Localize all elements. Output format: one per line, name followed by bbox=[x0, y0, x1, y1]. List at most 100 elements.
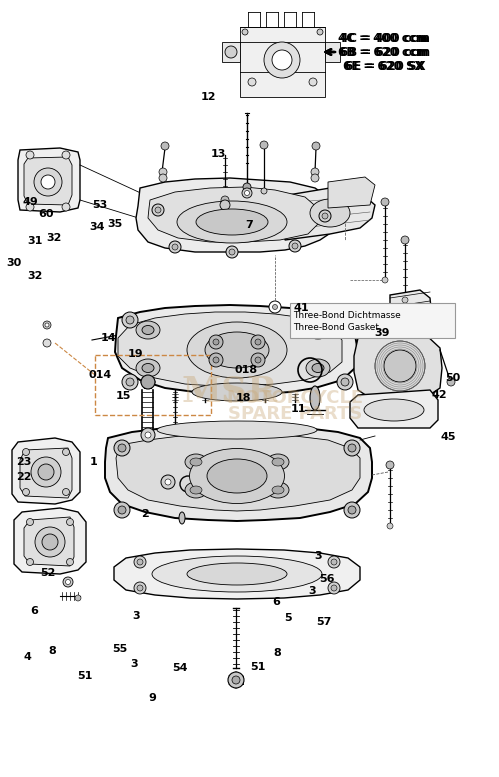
Circle shape bbox=[114, 440, 130, 456]
Text: 6E = 620 SX: 6E = 620 SX bbox=[345, 60, 426, 72]
Circle shape bbox=[317, 29, 323, 35]
Ellipse shape bbox=[312, 364, 324, 372]
Text: 13: 13 bbox=[211, 149, 226, 159]
Text: 8: 8 bbox=[273, 648, 281, 657]
Text: 3: 3 bbox=[130, 660, 138, 669]
Circle shape bbox=[272, 50, 292, 70]
Text: 56: 56 bbox=[319, 574, 335, 584]
Text: 55: 55 bbox=[112, 644, 127, 653]
Polygon shape bbox=[354, 328, 442, 402]
Text: 30: 30 bbox=[6, 258, 21, 267]
Text: SPARE PARTS: SPARE PARTS bbox=[228, 405, 362, 423]
Circle shape bbox=[319, 210, 331, 222]
Circle shape bbox=[309, 78, 317, 86]
Polygon shape bbox=[240, 27, 325, 97]
Circle shape bbox=[248, 78, 256, 86]
Circle shape bbox=[159, 168, 167, 176]
Circle shape bbox=[228, 672, 244, 688]
Circle shape bbox=[260, 141, 268, 149]
Text: 6: 6 bbox=[272, 598, 280, 607]
Text: Three-Bond Gasket: Three-Bond Gasket bbox=[293, 323, 379, 333]
Text: 3: 3 bbox=[132, 611, 140, 621]
Text: MOTORCYCLE: MOTORCYCLE bbox=[227, 389, 364, 407]
Circle shape bbox=[386, 461, 394, 469]
Text: 53: 53 bbox=[92, 200, 107, 210]
Ellipse shape bbox=[157, 421, 317, 439]
Text: 1: 1 bbox=[90, 457, 98, 466]
Circle shape bbox=[381, 198, 389, 206]
Circle shape bbox=[145, 432, 151, 438]
Circle shape bbox=[232, 676, 240, 684]
Ellipse shape bbox=[192, 383, 282, 401]
Circle shape bbox=[141, 428, 155, 442]
Circle shape bbox=[134, 582, 146, 594]
Circle shape bbox=[26, 559, 33, 566]
Circle shape bbox=[348, 506, 356, 514]
Ellipse shape bbox=[190, 486, 202, 494]
Circle shape bbox=[26, 518, 33, 525]
Polygon shape bbox=[136, 178, 338, 252]
Polygon shape bbox=[18, 148, 80, 212]
Circle shape bbox=[328, 582, 340, 594]
Text: 35: 35 bbox=[107, 219, 122, 228]
Polygon shape bbox=[20, 448, 72, 498]
Circle shape bbox=[242, 29, 248, 35]
Polygon shape bbox=[24, 517, 74, 566]
Text: 8: 8 bbox=[48, 646, 56, 656]
Circle shape bbox=[226, 246, 238, 258]
Circle shape bbox=[331, 585, 337, 591]
Text: 42: 42 bbox=[431, 390, 447, 399]
Text: 41: 41 bbox=[293, 303, 309, 312]
Text: 52: 52 bbox=[40, 569, 55, 578]
Text: 11: 11 bbox=[290, 404, 306, 413]
Ellipse shape bbox=[179, 512, 185, 524]
Ellipse shape bbox=[190, 448, 284, 503]
Circle shape bbox=[63, 577, 73, 587]
Polygon shape bbox=[350, 390, 438, 428]
Ellipse shape bbox=[190, 458, 202, 466]
Circle shape bbox=[213, 339, 219, 345]
Circle shape bbox=[66, 559, 73, 566]
Ellipse shape bbox=[310, 386, 320, 410]
Circle shape bbox=[22, 448, 29, 455]
Circle shape bbox=[155, 207, 161, 213]
Circle shape bbox=[272, 305, 277, 309]
Circle shape bbox=[62, 489, 69, 496]
Text: 22: 22 bbox=[16, 472, 32, 482]
Circle shape bbox=[31, 457, 61, 487]
Circle shape bbox=[401, 236, 409, 244]
Ellipse shape bbox=[142, 364, 154, 372]
Circle shape bbox=[34, 168, 62, 196]
Circle shape bbox=[169, 241, 181, 253]
Text: 6B = 620 ccm: 6B = 620 ccm bbox=[340, 46, 430, 58]
Circle shape bbox=[45, 323, 49, 327]
Ellipse shape bbox=[384, 350, 416, 382]
Circle shape bbox=[269, 301, 281, 313]
Polygon shape bbox=[222, 42, 240, 62]
Circle shape bbox=[126, 378, 134, 386]
Ellipse shape bbox=[267, 482, 289, 498]
Text: 6: 6 bbox=[30, 606, 38, 615]
Circle shape bbox=[402, 297, 408, 303]
Bar bbox=[95, 355, 211, 415]
Text: 31: 31 bbox=[27, 236, 42, 246]
Text: 51: 51 bbox=[77, 671, 92, 681]
Text: 60: 60 bbox=[38, 209, 54, 218]
Ellipse shape bbox=[187, 563, 287, 585]
Circle shape bbox=[38, 464, 54, 480]
Polygon shape bbox=[115, 305, 358, 394]
Ellipse shape bbox=[142, 326, 154, 335]
Circle shape bbox=[62, 203, 70, 211]
Text: MSR: MSR bbox=[182, 375, 278, 409]
Ellipse shape bbox=[306, 321, 330, 339]
Text: 18: 18 bbox=[236, 393, 251, 402]
Text: 14: 14 bbox=[101, 333, 117, 343]
Circle shape bbox=[62, 448, 69, 455]
Ellipse shape bbox=[312, 326, 324, 335]
Polygon shape bbox=[24, 157, 72, 205]
Text: 39: 39 bbox=[374, 328, 390, 337]
Circle shape bbox=[243, 183, 251, 191]
Circle shape bbox=[137, 559, 143, 565]
Text: 4C = 400 ccm: 4C = 400 ccm bbox=[338, 32, 428, 44]
Circle shape bbox=[255, 339, 261, 345]
